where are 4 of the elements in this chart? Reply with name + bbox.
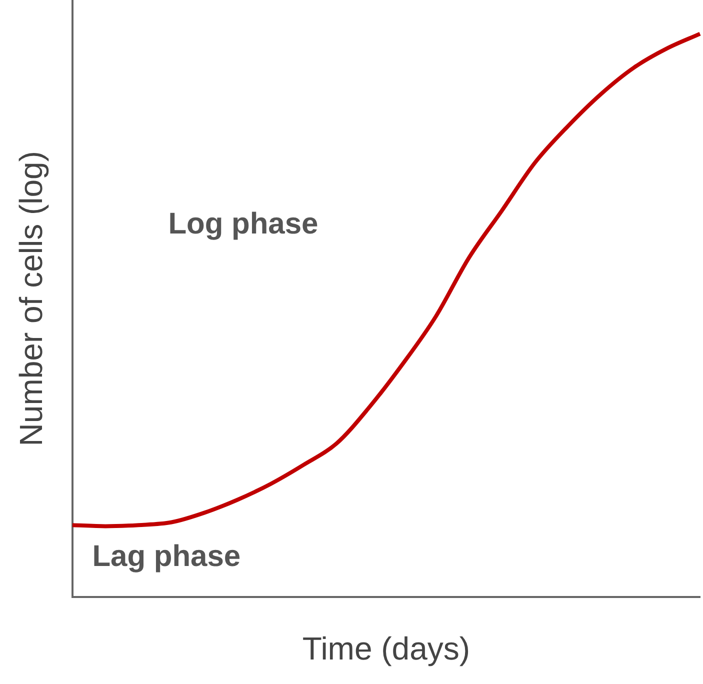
annotation: Lag phase [92, 540, 241, 574]
y-axis-title: Number of cells (log) [13, 151, 50, 446]
annotation: Log phase [168, 208, 318, 241]
x-axis-title: Time (days) [302, 630, 470, 667]
